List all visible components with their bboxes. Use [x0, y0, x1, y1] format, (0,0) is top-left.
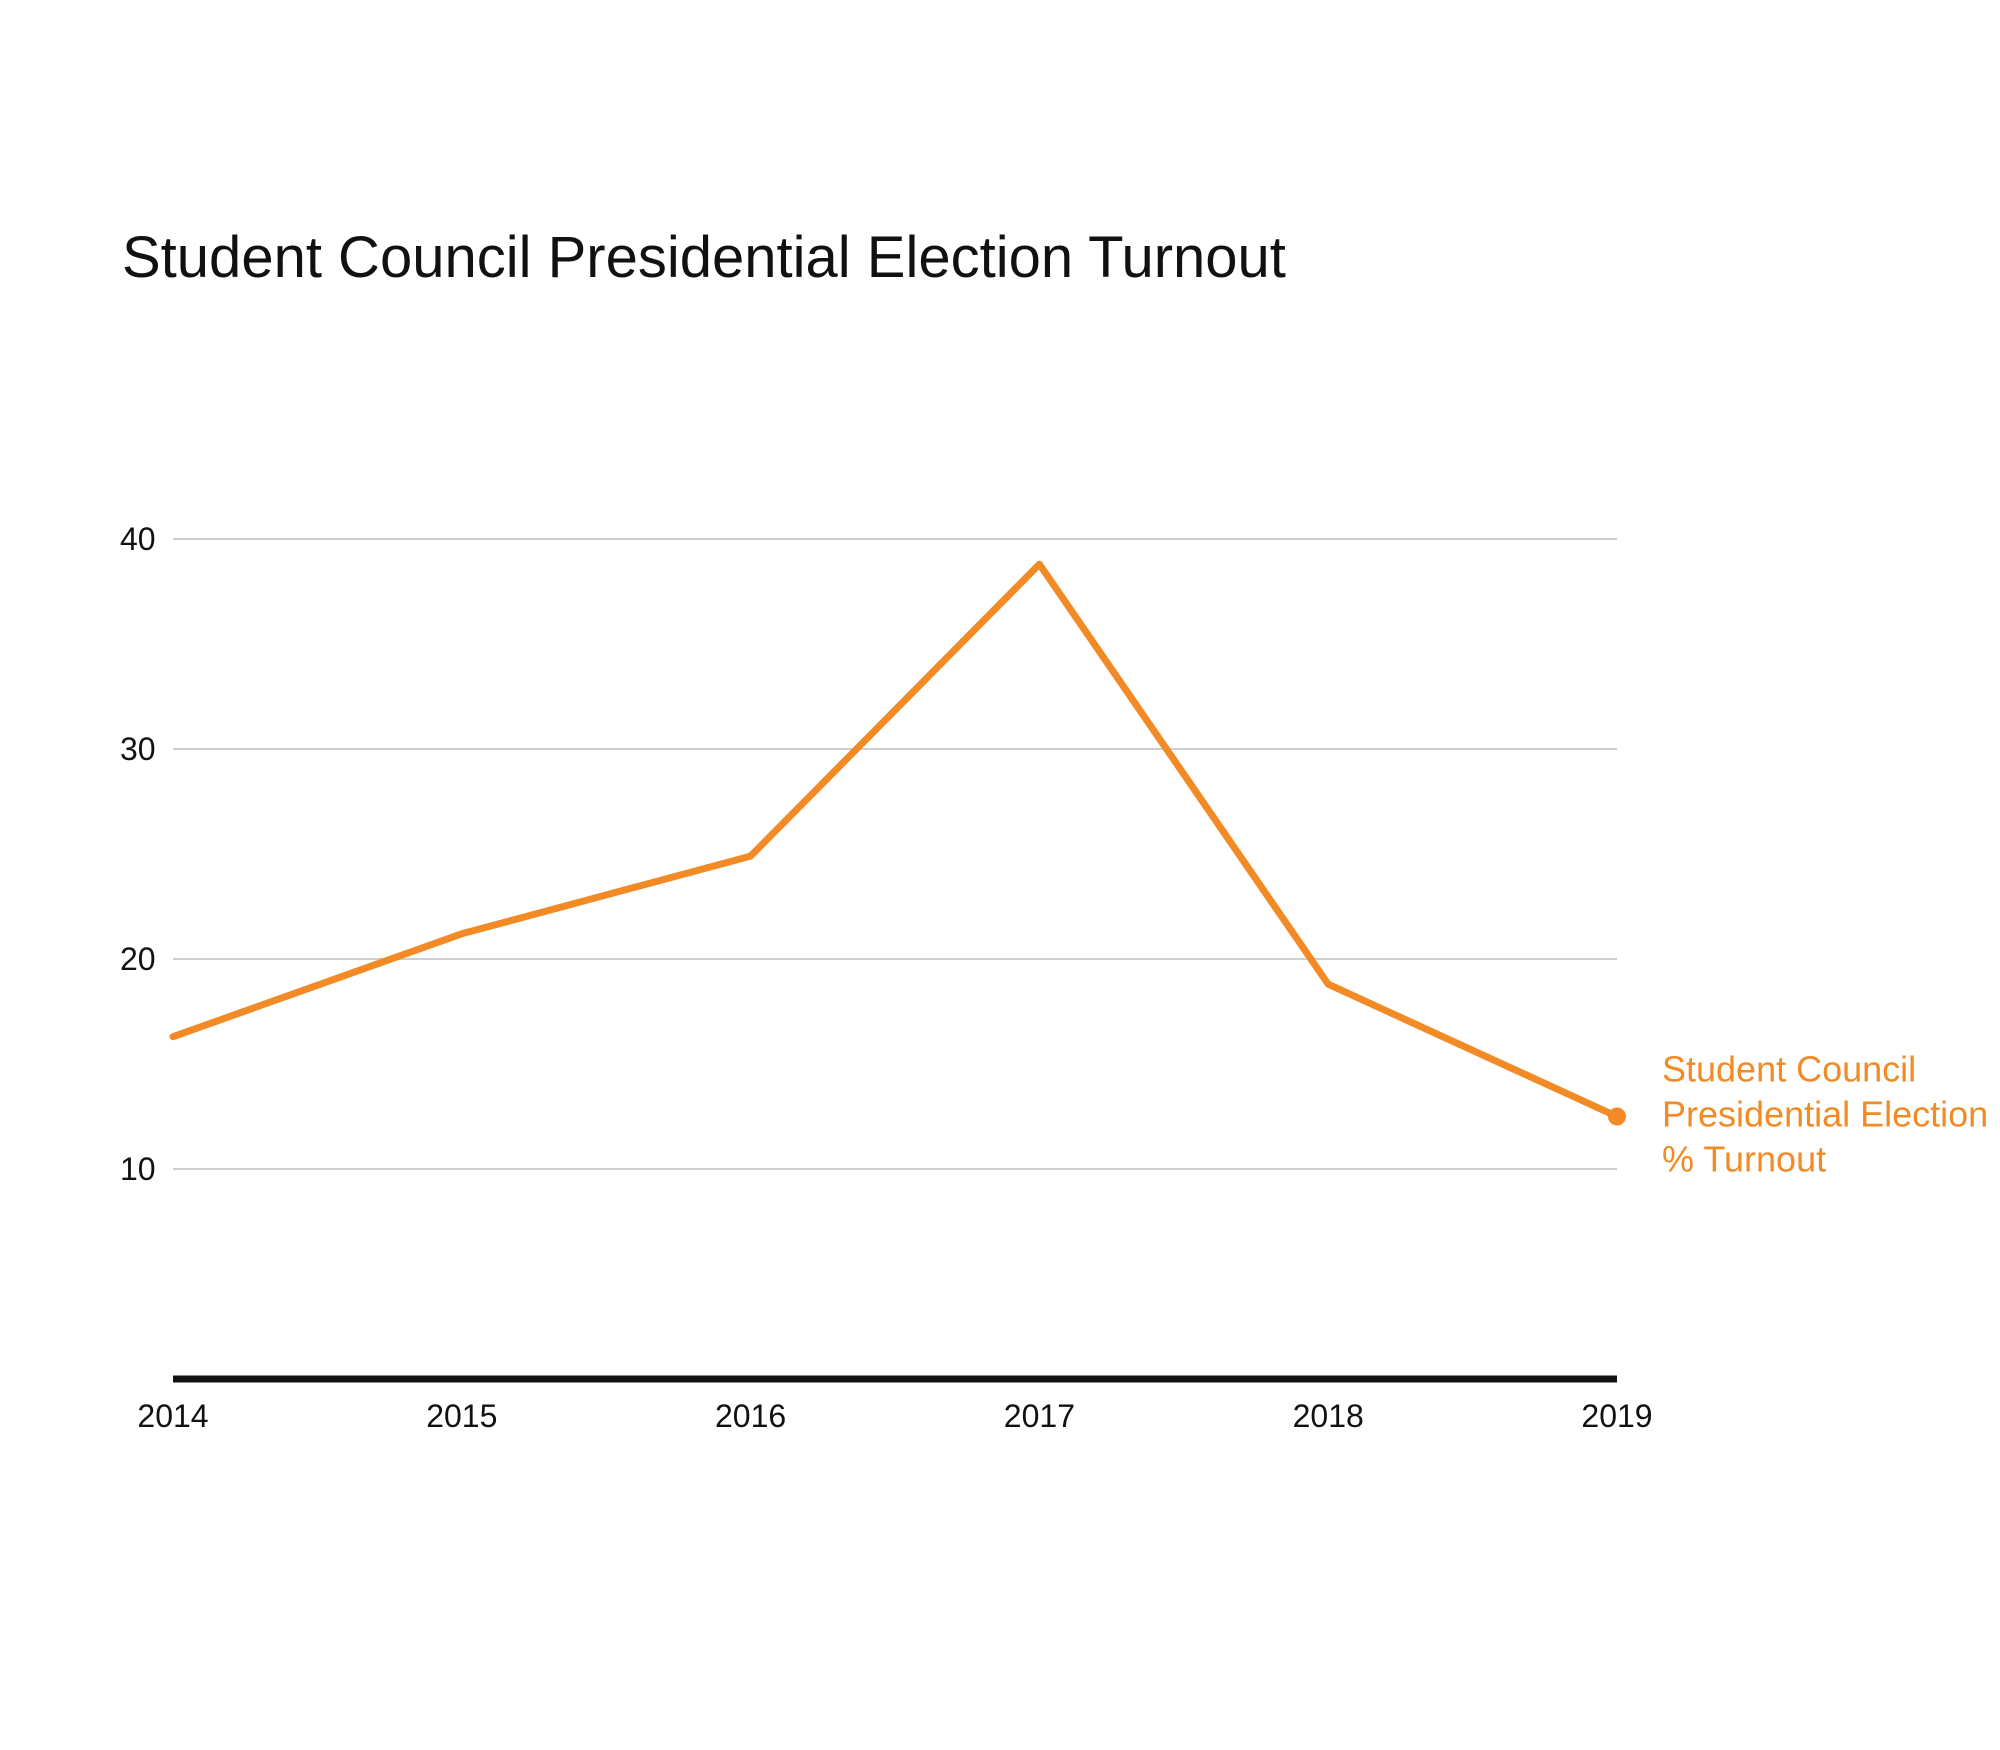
x-axis: 2014 2015 2016 2017 2018 2019	[137, 1375, 1653, 1434]
x-tick-label-2016: 2016	[715, 1398, 786, 1434]
series-end-marker	[1608, 1107, 1626, 1126]
series-label-line-3: % Turnout	[1662, 1139, 1826, 1180]
y-tick-label-20: 20	[120, 941, 156, 977]
series-line-0	[169, 560, 1621, 1120]
x-tick-label-2018: 2018	[1293, 1398, 1364, 1434]
x-tick-label-2015: 2015	[426, 1398, 497, 1434]
y-tick-label-10: 10	[120, 1151, 156, 1187]
series-label-line-1: Student Council	[1662, 1049, 1916, 1090]
gridlines: 10 20 30 40	[120, 521, 1617, 1187]
series-layer	[169, 560, 1626, 1126]
x-tick-label-2017: 2017	[1004, 1398, 1075, 1434]
x-tick-label-2014: 2014	[137, 1398, 208, 1434]
series-label-line-2: Presidential Election	[1662, 1094, 1988, 1135]
y-tick-label-40: 40	[120, 521, 156, 557]
y-tick-label-30: 30	[120, 731, 156, 767]
x-tick-label-2019: 2019	[1581, 1398, 1652, 1434]
chart-title: Student Council Presidential Election Tu…	[122, 225, 1286, 290]
